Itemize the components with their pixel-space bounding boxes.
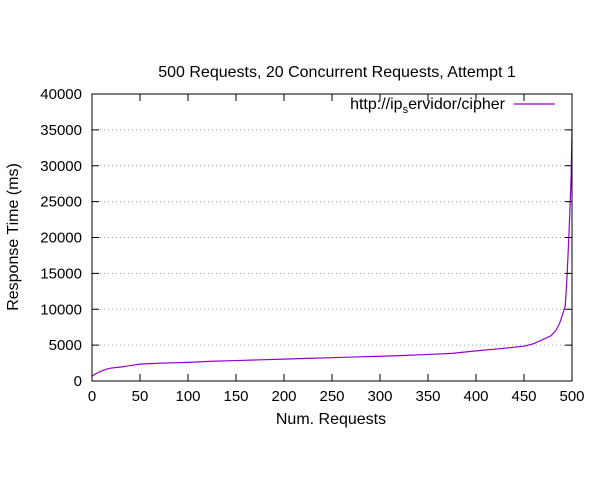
series-layer bbox=[91, 129, 573, 377]
x-tick-label: 0 bbox=[88, 388, 96, 405]
x-tick-label: 250 bbox=[319, 388, 344, 405]
legend: http://ipservidor/cipher bbox=[350, 96, 555, 116]
grid-layer bbox=[92, 129, 572, 346]
x-tick-label: 450 bbox=[511, 388, 536, 405]
legend-label-suffix: ervidor/cipher bbox=[408, 96, 506, 113]
y-axis-label: Response Time (ms) bbox=[5, 163, 22, 311]
x-tick-label: 350 bbox=[415, 388, 440, 405]
y-tick-label: 20000 bbox=[40, 230, 82, 247]
x-tick-label: 400 bbox=[463, 388, 488, 405]
x-tick-label: 150 bbox=[223, 388, 248, 405]
y-tick-label: 35000 bbox=[40, 122, 82, 139]
x-tick-label: 50 bbox=[132, 388, 149, 405]
y-tick-label: 40000 bbox=[40, 86, 82, 103]
legend-label-prefix: http://ip bbox=[350, 96, 403, 113]
y-tick-label: 10000 bbox=[40, 301, 82, 318]
x-tick-label: 500 bbox=[559, 388, 584, 405]
y-tick-label: 0 bbox=[74, 373, 82, 390]
x-tick-label: 100 bbox=[175, 388, 200, 405]
series-line-cipher bbox=[91, 129, 573, 377]
legend-label: http://ipservidor/cipher bbox=[350, 96, 506, 116]
chart-title: 500 Requests, 20 Concurrent Requests, At… bbox=[158, 64, 516, 81]
legend-label-subscript: s bbox=[403, 104, 409, 116]
y-tick-label: 15000 bbox=[40, 265, 82, 282]
y-tick-label: 5000 bbox=[49, 337, 82, 354]
x-tick-label: 300 bbox=[367, 388, 392, 405]
tick-layer: 0500010000150002000025000300003500040000… bbox=[40, 86, 584, 405]
y-tick-label: 25000 bbox=[40, 194, 82, 211]
x-tick-label: 200 bbox=[271, 388, 296, 405]
y-tick-label: 30000 bbox=[40, 158, 82, 175]
x-axis-label: Num. Requests bbox=[276, 411, 386, 428]
